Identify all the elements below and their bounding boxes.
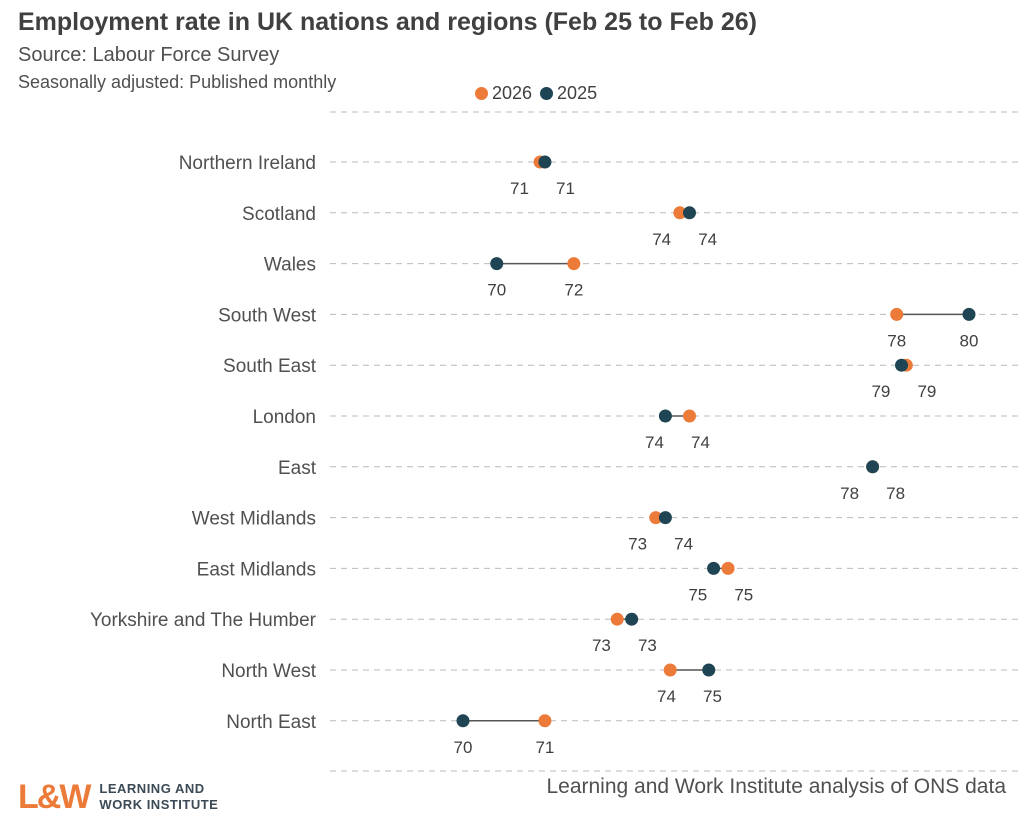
- point-2026-north-west: [663, 663, 677, 677]
- value-label-2026-south-west: 78: [887, 331, 906, 350]
- point-2025-scotland: [682, 206, 696, 220]
- row-label-south-west: South West: [218, 305, 317, 326]
- value-label-2025-east-midlands: 75: [688, 585, 707, 604]
- point-2026-west-midlands: [649, 511, 663, 525]
- row-label-east-midlands: East Midlands: [197, 559, 316, 580]
- value-label-2025-north-west: 75: [703, 687, 722, 706]
- point-2026-london: [682, 409, 696, 423]
- value-label-2025-yorkshire-and-the-humber: 73: [638, 636, 657, 655]
- value-label-2025-south-east: 79: [871, 382, 890, 401]
- value-label-2025-northern-ireland: 71: [556, 179, 575, 198]
- value-label-2026-northern-ireland: 71: [510, 179, 529, 198]
- value-label-2026-wales: 72: [564, 281, 583, 300]
- point-2025-south-east: [895, 358, 909, 372]
- value-label-2025-west-midlands: 74: [674, 535, 693, 554]
- row-label-north-west: North West: [221, 661, 316, 682]
- legend-label-2025: 2025: [557, 83, 598, 103]
- point-2026-south-west: [890, 307, 904, 321]
- row-label-yorkshire-and-the-humber: Yorkshire and The Humber: [90, 610, 317, 631]
- row-label-london: London: [253, 407, 316, 428]
- point-2025-south-west: [962, 307, 976, 321]
- point-2026-east-midlands: [721, 561, 735, 575]
- logo-line-2: WORK INSTITUTE: [99, 797, 219, 812]
- value-label-2025-south-west: 80: [960, 331, 979, 350]
- value-label-2025-scotland: 74: [698, 230, 717, 249]
- value-label-2026-london: 74: [691, 433, 710, 452]
- legend-swatch-2026: [475, 87, 488, 100]
- row-label-west-midlands: West Midlands: [192, 509, 316, 530]
- value-label-2026-north-west: 74: [657, 687, 676, 706]
- value-label-2025-east: 78: [886, 484, 905, 503]
- point-2025-london: [658, 409, 672, 423]
- point-2025-yorkshire-and-the-humber: [625, 612, 639, 626]
- row-label-south-east: South East: [223, 356, 317, 377]
- chart-subtitle: Source: Labour Force Survey: [18, 44, 280, 66]
- point-2025-east-midlands: [707, 561, 721, 575]
- point-2025-west-midlands: [658, 511, 672, 525]
- legend-item-2026: 2026: [475, 83, 532, 104]
- value-label-2026-yorkshire-and-the-humber: 73: [592, 636, 611, 655]
- value-label-2026-north-east: 71: [535, 738, 554, 757]
- value-label-2026-east-midlands: 75: [734, 585, 753, 604]
- point-2025-east: [866, 460, 880, 474]
- row-label-wales: Wales: [264, 255, 316, 276]
- value-label-2025-north-east: 70: [454, 738, 473, 757]
- row-label-scotland: Scotland: [242, 204, 316, 225]
- chart-caption: Seasonally adjusted: Published monthly: [18, 72, 337, 92]
- lw-logo: L&W LEARNING AND WORK INSTITUTE: [18, 780, 218, 814]
- row-label-north-east: North East: [226, 712, 316, 733]
- source-note: Learning and Work Institute analysis of …: [546, 775, 1006, 798]
- value-label-2025-wales: 70: [487, 281, 506, 300]
- legend-swatch-2025: [540, 87, 554, 100]
- point-2026-yorkshire-and-the-humber: [610, 612, 624, 626]
- point-2025-north-west: [702, 663, 716, 677]
- row-label-east: East: [278, 458, 317, 479]
- logo-text: LEARNING AND WORK INSTITUTE: [99, 781, 218, 813]
- point-2025-wales: [490, 257, 504, 271]
- point-2026-north-east: [538, 714, 552, 728]
- row-label-northern-ireland: Northern Ireland: [179, 153, 316, 174]
- chart-legend: 2026 2025: [475, 83, 605, 104]
- value-label-2026-scotland: 74: [652, 230, 671, 249]
- point-2026-wales: [567, 257, 581, 271]
- chart-title: Employment rate in UK nations and region…: [18, 8, 758, 36]
- logo-mark: L&W: [18, 778, 91, 816]
- point-2025-northern-ireland: [538, 155, 552, 169]
- value-label-2025-london: 74: [645, 433, 664, 452]
- value-label-2026-east: 78: [840, 484, 859, 503]
- value-label-2026-west-midlands: 73: [628, 535, 647, 554]
- logo-line-1: LEARNING AND: [99, 781, 205, 796]
- legend-label-2026: 2026: [492, 83, 533, 103]
- point-2025-north-east: [456, 714, 470, 728]
- value-label-2026-south-east: 79: [917, 382, 936, 401]
- legend-item-2025: 2025: [540, 83, 597, 104]
- point-2026-scotland: [673, 206, 687, 220]
